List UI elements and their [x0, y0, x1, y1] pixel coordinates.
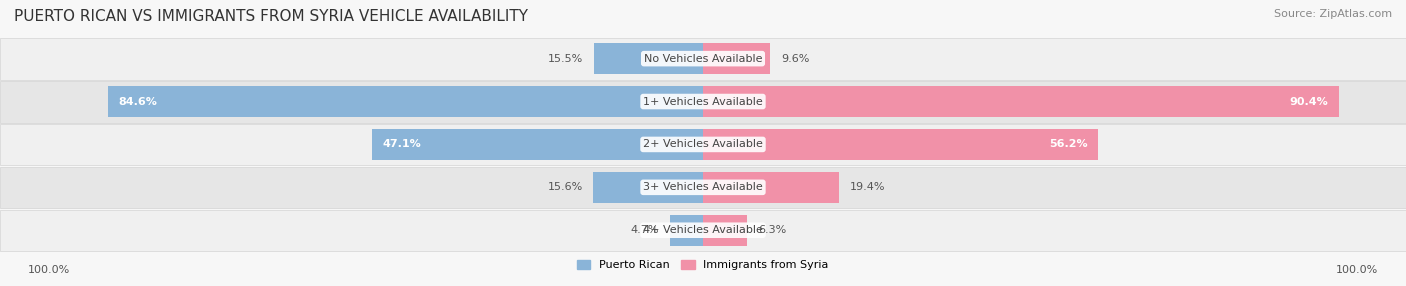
Text: 56.2%: 56.2% [1049, 140, 1088, 149]
Bar [0, 210, 1406, 251]
Text: 47.1%: 47.1% [382, 140, 422, 149]
Text: 9.6%: 9.6% [782, 54, 810, 63]
Text: PUERTO RICAN VS IMMIGRANTS FROM SYRIA VEHICLE AVAILABILITY: PUERTO RICAN VS IMMIGRANTS FROM SYRIA VE… [14, 9, 529, 23]
Bar [0, 38, 1406, 80]
Text: 100.0%: 100.0% [1336, 265, 1378, 275]
Bar [669, 215, 703, 246]
Bar [703, 172, 839, 203]
Bar [0, 81, 1406, 122]
Bar [593, 43, 703, 74]
Text: 1+ Vehicles Available: 1+ Vehicles Available [643, 97, 763, 106]
Bar [593, 172, 703, 203]
Text: 15.5%: 15.5% [548, 54, 583, 63]
Text: 84.6%: 84.6% [120, 97, 157, 106]
Text: 90.4%: 90.4% [1289, 97, 1329, 106]
Bar [703, 129, 1098, 160]
Bar [703, 86, 1339, 117]
Text: 4.7%: 4.7% [631, 225, 659, 235]
Bar [0, 167, 1406, 208]
Bar [0, 124, 1406, 165]
Text: Source: ZipAtlas.com: Source: ZipAtlas.com [1274, 9, 1392, 19]
Bar [371, 129, 703, 160]
Text: 15.6%: 15.6% [547, 182, 583, 192]
Text: 6.3%: 6.3% [758, 225, 786, 235]
Legend: Puerto Rican, Immigrants from Syria: Puerto Rican, Immigrants from Syria [572, 255, 834, 275]
Bar [703, 215, 748, 246]
Text: No Vehicles Available: No Vehicles Available [644, 54, 762, 63]
Text: 19.4%: 19.4% [849, 182, 886, 192]
Text: 4+ Vehicles Available: 4+ Vehicles Available [643, 225, 763, 235]
Text: 100.0%: 100.0% [28, 265, 70, 275]
Text: 3+ Vehicles Available: 3+ Vehicles Available [643, 182, 763, 192]
Bar [703, 43, 770, 74]
Text: 2+ Vehicles Available: 2+ Vehicles Available [643, 140, 763, 149]
Bar [108, 86, 703, 117]
